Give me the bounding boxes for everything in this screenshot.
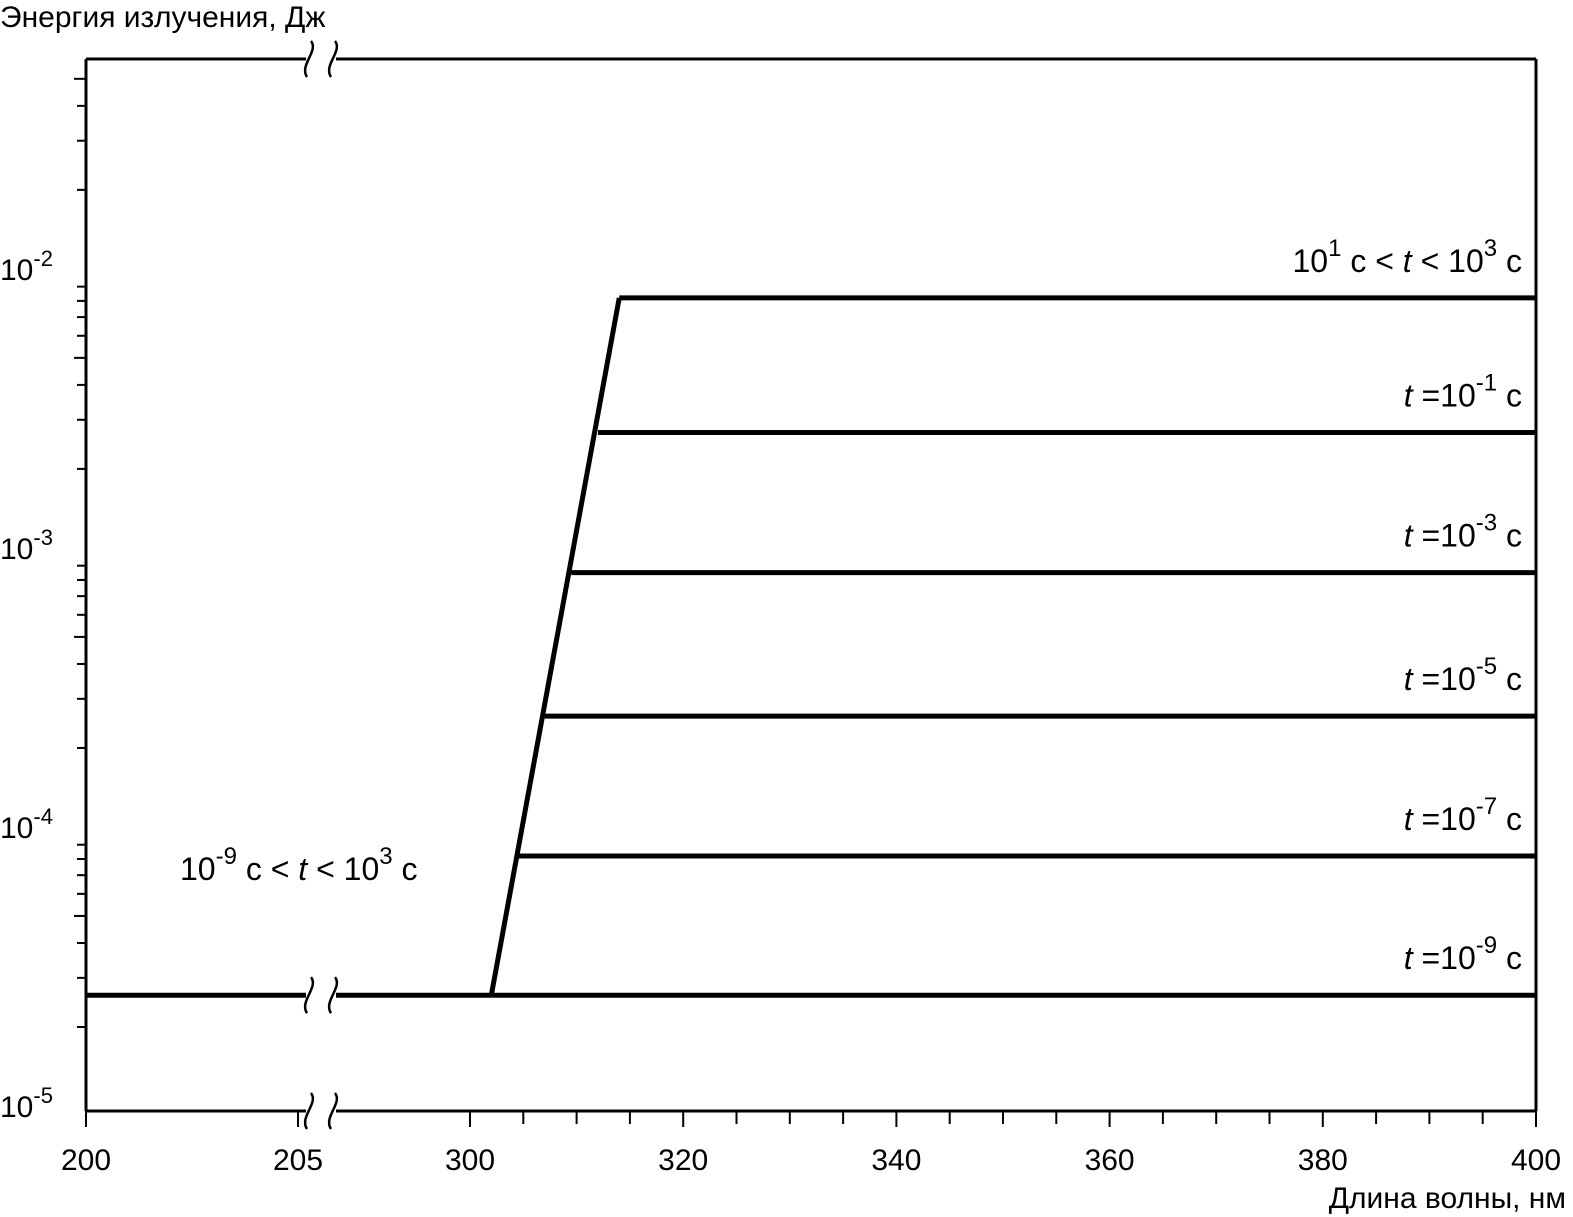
annotation-part: < 10: [307, 851, 379, 887]
y-tick-label-base: 10: [0, 254, 33, 287]
annotation-part: с: [393, 851, 418, 887]
annotation-part: 3: [379, 843, 392, 870]
annotation-part: 3: [1484, 235, 1497, 262]
annotation-part: t: [298, 851, 308, 887]
annotation-part: с: [1497, 801, 1522, 837]
curve-annotation: t =10-3 с: [1404, 510, 1522, 554]
y-tick-label: 10-4: [0, 804, 53, 845]
y-tick-label: 10-3: [0, 525, 53, 566]
axis-break-marks: [303, 40, 339, 1130]
curve-annotation: 10-9 с < t < 103 с: [180, 843, 418, 887]
x-tick-label: 320: [658, 1144, 708, 1177]
x-tick-label: 205: [273, 1144, 323, 1177]
x-minor-ticks: [85, 1111, 1537, 1127]
plot-frame: [84, 57, 1538, 1113]
axis-break-mark: [327, 976, 339, 1014]
annotation-part: с: [1497, 940, 1522, 976]
series-line: [488, 297, 622, 996]
annotation-part: -9: [216, 843, 237, 870]
x-tick-label: 360: [1085, 1144, 1135, 1177]
annotation-part: =10: [1413, 661, 1476, 697]
annotation-part: < 10: [1412, 243, 1484, 279]
annotation-part: t: [1403, 243, 1413, 279]
axis-break-mark: [303, 1092, 315, 1130]
y-minor-ticks: [74, 77, 86, 1028]
annotation-part: с <: [237, 851, 298, 887]
annotation-part: t: [1404, 378, 1414, 414]
axis-break-mark: [303, 976, 315, 1014]
y-tick-label-base: 10: [0, 1091, 33, 1124]
x-tick-label: 300: [445, 1144, 495, 1177]
annotation-part: t: [1404, 661, 1414, 697]
annotation-part: 10: [1292, 243, 1328, 279]
y-tick-label-base: 10: [0, 812, 33, 845]
y-tick-label: 10-5: [0, 1083, 53, 1124]
annotation-part: =10: [1413, 518, 1476, 554]
annotation-part: t: [1404, 801, 1414, 837]
axis-break-gap: [306, 1095, 336, 1127]
y-tick-label: 10-2: [0, 246, 53, 287]
x-tick-label: 340: [871, 1144, 921, 1177]
annotation-part: с: [1497, 378, 1522, 414]
y-tick-label-base: 10: [0, 533, 33, 566]
y-tick-label-exp: -5: [33, 1083, 53, 1108]
annotation-part: -1: [1476, 370, 1497, 397]
annotation-part: t: [1404, 518, 1414, 554]
annotation-part: с: [1497, 518, 1522, 554]
annotation-part: с: [1497, 243, 1522, 279]
annotation-part: 1: [1328, 235, 1341, 262]
y-tick-label-exp: -4: [33, 804, 53, 829]
annotation-part: 10: [180, 851, 216, 887]
axis-break-mark: [327, 40, 339, 78]
annotation-part: -3: [1476, 510, 1497, 537]
curve-annotation: t =10-7 с: [1404, 793, 1522, 837]
curve-annotation: t =10-9 с: [1404, 932, 1522, 976]
annotation-part: =10: [1413, 940, 1476, 976]
annotation-part: =10: [1413, 801, 1476, 837]
y-tick-label-exp: -2: [33, 246, 53, 271]
y-axis-label: Энергия излучения, Дж: [0, 1, 325, 34]
annotation-part: t: [1404, 940, 1414, 976]
annotation-part: с: [1497, 661, 1522, 697]
axis-break-mark: [327, 1092, 339, 1130]
x-tick-label: 400: [1511, 1144, 1561, 1177]
x-tick-label: 380: [1298, 1144, 1348, 1177]
annotation-part: =10: [1413, 378, 1476, 414]
axis-break-gap: [306, 43, 336, 75]
axis-break-gap: [306, 979, 336, 1012]
axis-break-mark: [303, 40, 315, 78]
annotation-part: -9: [1476, 932, 1497, 959]
curve-annotation: t =10-5 с: [1404, 653, 1522, 697]
curve-annotation: 101 с < t < 103 с: [1292, 235, 1522, 279]
x-tick-label: 200: [61, 1144, 111, 1177]
annotation-part: -5: [1476, 653, 1497, 680]
x-axis-label: Длина волны, нм: [1329, 1182, 1566, 1215]
y-tick-label-exp: -3: [33, 525, 53, 550]
annotation-part: -7: [1476, 793, 1497, 820]
annotation-part: с <: [1341, 243, 1402, 279]
curve-annotation: t =10-1 с: [1404, 370, 1522, 414]
series-lines: [86, 295, 1536, 998]
